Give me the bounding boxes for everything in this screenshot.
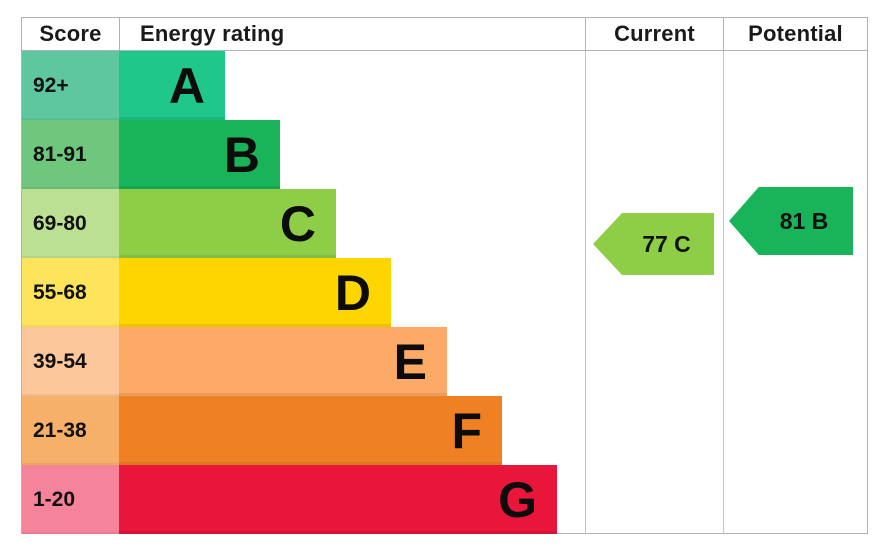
current-rating-arrow: 77 C — [593, 213, 714, 275]
band-letter: C — [279, 195, 316, 252]
current-column-cell — [585, 327, 723, 396]
current-column-cell — [585, 120, 723, 189]
band-row: 92+ A — [22, 51, 867, 120]
band-bar-column: E — [119, 327, 585, 396]
current-rating-label: 77 C — [642, 230, 691, 257]
table-header: Score Energy rating Current Potential — [22, 18, 867, 51]
band-rows: 92+ A 81-91 B 69-80 C — [22, 51, 867, 534]
current-column-cell — [585, 396, 723, 465]
band-bar-column: D — [119, 258, 585, 327]
band-bar: G — [119, 465, 557, 534]
band-score-cell: 55-68 — [22, 258, 119, 327]
header-potential: Potential — [723, 18, 867, 50]
band-bar: F — [119, 396, 502, 465]
potential-column-cell — [723, 465, 867, 534]
band-score-cell: 81-91 — [22, 120, 119, 189]
band-bar: B — [119, 120, 280, 189]
header-energy-rating: Energy rating — [119, 18, 585, 50]
band-row: 39-54 E — [22, 327, 867, 396]
band-score-range: 81-91 — [33, 142, 87, 166]
potential-column-cell — [723, 258, 867, 327]
current-column-cell — [585, 465, 723, 534]
band-bar-column: A — [119, 51, 585, 120]
band-letter: A — [168, 57, 205, 114]
band-score-cell: 39-54 — [22, 327, 119, 396]
band-letter: B — [223, 126, 260, 183]
band-letter: G — [498, 471, 537, 528]
current-column-cell — [585, 51, 723, 120]
band-score-range: 92+ — [33, 73, 69, 97]
band-score-range: 1-20 — [33, 487, 76, 511]
band-row: 1-20 G — [22, 465, 867, 534]
band-letter: F — [451, 402, 482, 459]
current-column-cell — [585, 189, 723, 258]
band-bar: C — [119, 189, 336, 258]
band-letter: E — [393, 333, 427, 390]
band-row: 21-38 F — [22, 396, 867, 465]
potential-column-cell — [723, 189, 867, 258]
band-score-cell: 1-20 — [22, 465, 119, 534]
band-score-range: 21-38 — [33, 418, 87, 442]
band-bar-column: C — [119, 189, 585, 258]
header-current: Current — [585, 18, 723, 50]
potential-column-cell — [723, 51, 867, 120]
band-bar-column: G — [119, 465, 585, 534]
band-letter: D — [334, 264, 371, 321]
potential-column-cell — [723, 327, 867, 396]
band-score-cell: 21-38 — [22, 396, 119, 465]
band-row: 55-68 D — [22, 258, 867, 327]
potential-column-cell — [723, 396, 867, 465]
epc-table: Score Energy rating Current Potential 92… — [21, 17, 868, 534]
band-bar-column: B — [119, 120, 585, 189]
band-score-cell: 92+ — [22, 51, 119, 120]
band-bar: E — [119, 327, 447, 396]
band-bar: D — [119, 258, 391, 327]
current-column-cell — [585, 258, 723, 327]
band-row: 81-91 B — [22, 120, 867, 189]
potential-column-cell — [723, 120, 867, 189]
band-score-range: 55-68 — [33, 280, 87, 304]
potential-rating-arrow: 81 B — [729, 187, 853, 255]
band-score-range: 69-80 — [33, 211, 87, 235]
band-bar: A — [119, 51, 225, 120]
band-bar-column: F — [119, 396, 585, 465]
band-score-cell: 69-80 — [22, 189, 119, 258]
header-score: Score — [39, 21, 102, 46]
band-row: 69-80 C — [22, 189, 867, 258]
band-score-range: 39-54 — [33, 349, 87, 373]
potential-rating-label: 81 B — [779, 207, 829, 234]
